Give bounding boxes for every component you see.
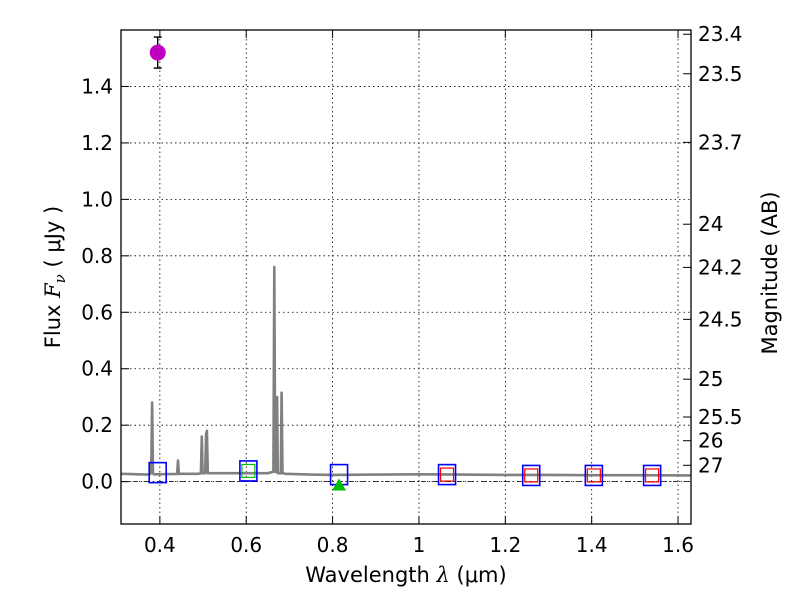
x-tick-label: 1	[413, 533, 426, 557]
y-tick-label: 1.2	[81, 131, 113, 155]
magnitude-tick-label: 24	[698, 212, 723, 236]
right-axis-label: Magnitude (AB)	[758, 191, 782, 354]
y-tick-label: 0.8	[81, 244, 113, 268]
y-axis-label: Flux Fν ( μJy )	[41, 206, 69, 348]
magnitude-tick-label: 26	[698, 429, 723, 453]
x-tick-label: 1.6	[662, 533, 694, 557]
x-tick-label: 0.8	[317, 533, 349, 557]
y-tick-label: 1.4	[81, 74, 113, 98]
magnitude-tick-label: 23.4	[698, 22, 743, 46]
magnitude-tick-label: 23.7	[698, 130, 743, 154]
grid-lines	[121, 30, 691, 524]
model-photometry-point	[521, 464, 541, 487]
plot-frame	[120, 29, 692, 525]
y-tick-label: 1.0	[81, 187, 113, 211]
marker-layer	[148, 36, 662, 491]
photometry-point	[439, 467, 455, 482]
model-photometry-point	[239, 460, 258, 482]
y-tick-label: 0.2	[81, 413, 113, 437]
y-tick-label: 0.4	[81, 357, 113, 381]
magnitude-tick-label: 25	[698, 367, 723, 391]
x-axis-label: Wavelength λ (μm)	[305, 563, 506, 587]
magnitude-tick-label: 27	[698, 453, 723, 477]
spectrum-line	[120, 265, 692, 477]
photometry-point	[241, 463, 256, 479]
magnitude-tick-label: 24.5	[698, 307, 743, 331]
model-photometry-point	[148, 461, 168, 484]
photometry-point	[586, 468, 601, 483]
x-tick-label: 0.4	[144, 533, 176, 557]
x-tick-label: 0.6	[230, 533, 262, 557]
x-tick-label: 1.2	[489, 533, 521, 557]
spectrum-layer	[120, 265, 692, 477]
upper-limit-marker	[332, 478, 347, 491]
magnitude-tick-label: 23.5	[698, 62, 743, 86]
x-tick-label: 1.4	[576, 533, 608, 557]
y-tick-label: 0.0	[81, 470, 113, 494]
photometry-point	[524, 468, 539, 483]
tick-labels: 0.4 0.6 0.8 1 1.2 1.4 1.6 0.0 0.2 0.4 0.6 0.8 1.0 1.2…	[81, 22, 742, 557]
model-photometry-point	[437, 463, 457, 486]
detection-point	[149, 44, 166, 61]
magnitude-tick-label: 25.5	[698, 405, 743, 429]
axis-ticks	[121, 30, 691, 524]
model-photometry-point	[642, 464, 662, 487]
photometry-point	[645, 468, 660, 483]
y-tick-label: 0.6	[81, 300, 113, 324]
magnitude-tick-label: 24.2	[698, 255, 743, 279]
model-photometry-point	[584, 464, 604, 487]
